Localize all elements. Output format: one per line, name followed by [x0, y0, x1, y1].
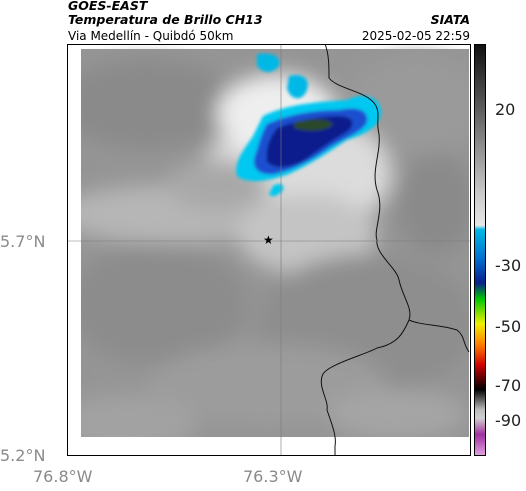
product-title: GOES-EAST: [68, 0, 148, 13]
cold-cloud-region: [236, 53, 382, 197]
lat-tick-label: 5.2°N: [0, 446, 46, 465]
lon-tick-label: 76.3°W: [243, 467, 303, 486]
brightness-temperature-field: [67, 44, 471, 456]
location-label: Via Medellín - Quibdó 50km: [68, 29, 234, 43]
colorbar-tick-label: -90: [495, 411, 522, 430]
national-border: [320, 44, 470, 456]
organization-label: SIATA: [430, 12, 470, 27]
channel-subtitle: Temperatura de Brillo CH13: [68, 12, 263, 27]
colorbar-tick-label: -30: [495, 256, 522, 275]
lat-tick-label: 5.7°N: [0, 232, 46, 251]
location-star-marker: ★: [263, 233, 274, 247]
datetime-label: 2025-02-05 22:59: [361, 29, 470, 43]
temperature-colorbar: [474, 44, 486, 456]
colorbar-tick-label: 20: [495, 100, 516, 119]
colorbar-tick-label: -50: [495, 317, 522, 336]
lon-tick-label: 76.8°W: [33, 467, 93, 486]
satellite-map: ★: [67, 44, 471, 456]
colorbar-tick-label: -70: [495, 376, 522, 395]
